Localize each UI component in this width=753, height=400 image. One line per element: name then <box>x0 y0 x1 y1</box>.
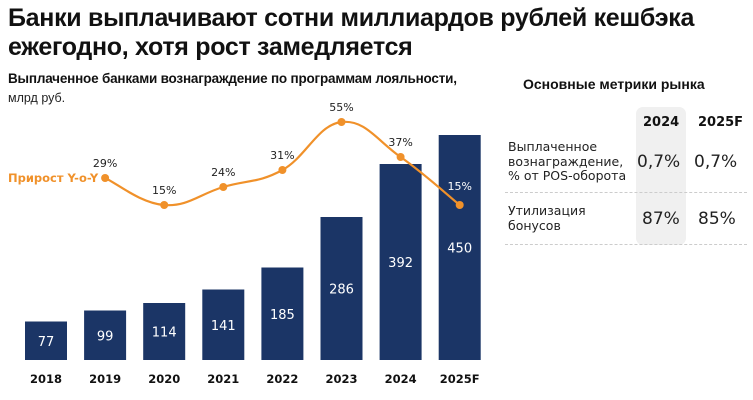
x-tick-label: 2023 <box>325 372 357 386</box>
x-tick-label: 2022 <box>266 372 298 386</box>
row-divider <box>505 244 747 245</box>
x-tick-label: 2018 <box>30 372 62 386</box>
growth-label: 15% <box>152 184 176 197</box>
metrics-col-header: 2025F <box>698 115 744 130</box>
bar <box>25 321 67 360</box>
growth-point <box>337 118 346 126</box>
growth-point <box>219 183 228 191</box>
bar-value-label: 450 <box>447 242 472 257</box>
bar-value-label: 392 <box>388 256 413 271</box>
bar <box>143 303 186 360</box>
page-title: Банки выплачивают сотни миллиардов рубле… <box>8 4 695 61</box>
growth-label: 15% <box>447 180 471 193</box>
metrics-col-header: 2024 <box>643 115 680 130</box>
bar-value-label: 77 <box>38 335 55 350</box>
growth-label: 37% <box>388 136 412 149</box>
chart-unit: млрд руб. <box>8 91 66 105</box>
metrics-value: 0,7% <box>694 152 738 172</box>
growth-point <box>455 201 464 209</box>
metrics-value: 85% <box>698 209 736 229</box>
bar-value-label: 185 <box>270 308 295 323</box>
bar-value-label: 114 <box>152 326 177 341</box>
growth-label: 31% <box>270 149 294 162</box>
bar <box>379 164 422 360</box>
metrics-row-label: Утилизация бонусов <box>508 203 586 233</box>
bar <box>320 217 363 360</box>
label-line: бонусов <box>508 217 561 233</box>
growth-point <box>160 201 169 209</box>
growth-label: 24% <box>211 166 235 179</box>
label-line: вознаграждение, <box>508 153 624 169</box>
bar <box>261 267 304 360</box>
bar <box>202 289 245 360</box>
label-line: Выплаченное <box>508 139 598 154</box>
growth-point <box>278 166 287 174</box>
highlight-column-2024 <box>636 107 686 245</box>
bar-value-label: 286 <box>329 283 354 298</box>
x-tick-label: 2021 <box>207 372 239 386</box>
chart-subtitle: Выплаченное банками вознаграждение по пр… <box>8 71 457 86</box>
metrics-title: Основные метрики рынка <box>523 76 705 92</box>
legend-growth-label: Прирост Y-o-Y <box>8 171 99 185</box>
metrics-row-label: Выплаченное вознаграждение, % от POS-обо… <box>508 139 627 184</box>
bar <box>438 135 481 360</box>
bar-value-label: 141 <box>211 319 236 334</box>
bar-value-label: 99 <box>97 329 114 344</box>
x-tick-label: 2024 <box>385 372 417 386</box>
metrics-value: 0,7% <box>637 152 681 172</box>
growth-label: 55% <box>329 101 353 114</box>
x-tick-label: 2020 <box>148 372 180 386</box>
growth-label: 29% <box>93 157 117 170</box>
metrics-table: 2024 2025F Выплаченное вознаграждение, %… <box>505 105 747 245</box>
x-tick-label: 2025F <box>440 372 480 386</box>
bar-line-chart: 77 99 114 141 185 286 392 450 29% 15% 24% 31% 55% 37… <box>25 101 481 386</box>
label-line: Утилизация <box>508 203 586 218</box>
row-divider <box>505 192 747 193</box>
label-line: % от POS-оборота <box>508 168 627 183</box>
bar <box>84 310 127 360</box>
growth-point <box>396 153 405 161</box>
growth-point <box>101 174 110 182</box>
x-tick-label: 2019 <box>89 372 121 386</box>
metrics-value: 87% <box>642 209 680 229</box>
